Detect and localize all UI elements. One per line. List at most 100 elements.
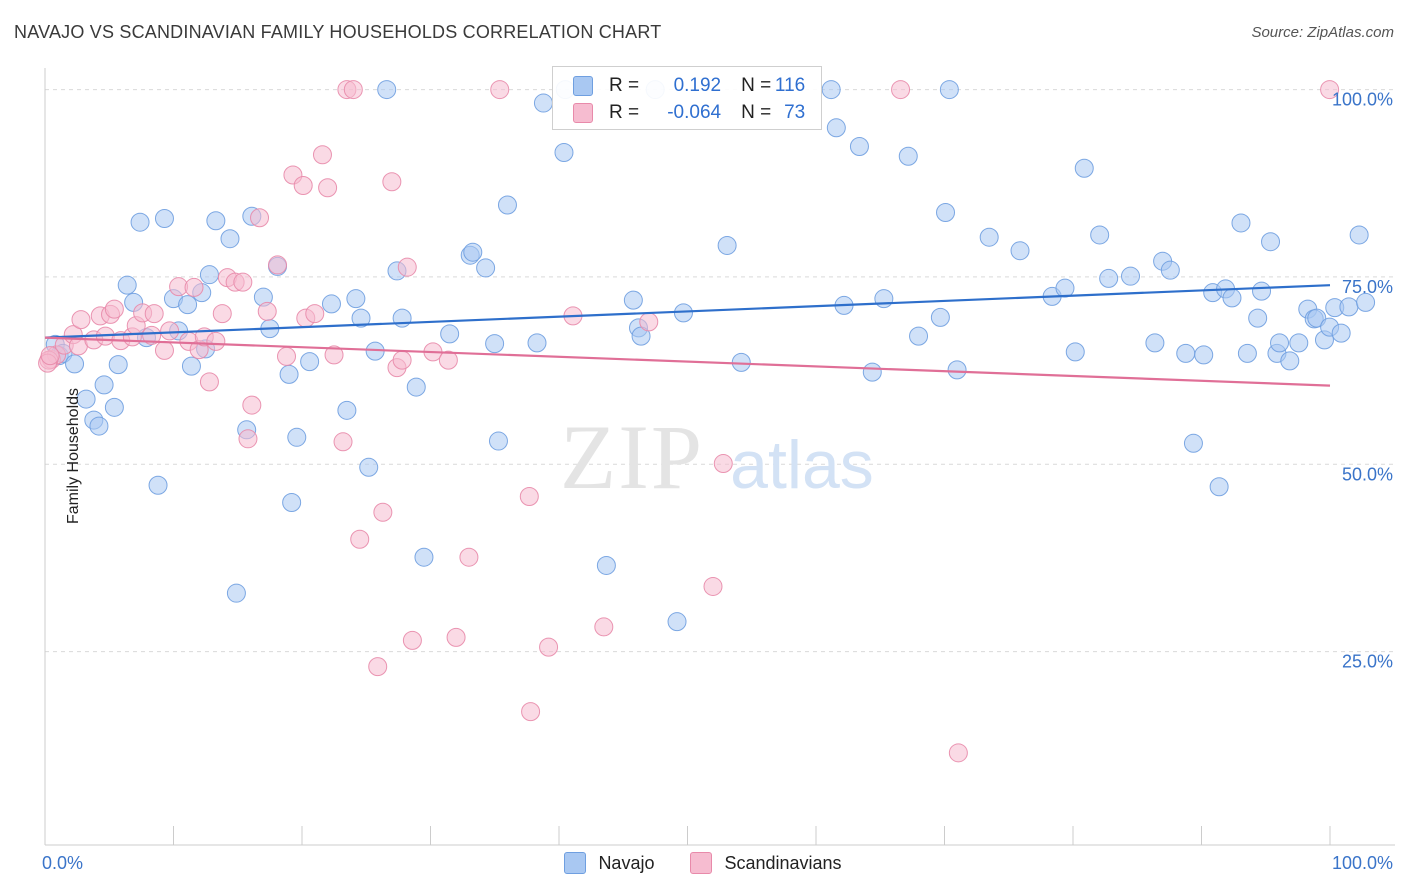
scandinavian-point bbox=[343, 80, 363, 100]
watermark-atlas: atlas bbox=[730, 427, 874, 503]
y-tick-label: 25.0% bbox=[1342, 652, 1393, 672]
navajo-point bbox=[1145, 333, 1165, 353]
scandinavian-point bbox=[521, 702, 541, 722]
scandinavian-point bbox=[268, 255, 288, 275]
navajo-point bbox=[1209, 477, 1229, 497]
trend-lines bbox=[44, 284, 1331, 387]
legend-swatch-scandinavians bbox=[690, 852, 713, 874]
navajo-point bbox=[1074, 158, 1094, 178]
scandinavian-point bbox=[539, 637, 559, 657]
scandinavian-point bbox=[160, 321, 180, 341]
legend-item-navajo[interactable]: Navajo bbox=[564, 852, 654, 874]
axes bbox=[44, 68, 1395, 846]
legend-n-label: N = bbox=[741, 75, 772, 96]
navajo-point bbox=[76, 389, 96, 409]
scandinavian-point bbox=[206, 331, 226, 351]
legend-swatch-navajo bbox=[573, 76, 593, 96]
scandinavian-point bbox=[446, 627, 466, 647]
navajo-point bbox=[485, 334, 505, 354]
navajo-point bbox=[1231, 213, 1251, 233]
navajo-point bbox=[1176, 343, 1196, 363]
navajo-point bbox=[300, 352, 320, 372]
scandinavian-point bbox=[392, 350, 412, 370]
scandinavian-point bbox=[318, 178, 338, 198]
legend-r-label: R = bbox=[609, 75, 640, 96]
navajo-point bbox=[862, 362, 882, 382]
navajo-point bbox=[476, 258, 496, 278]
scandinavian-point bbox=[438, 350, 458, 370]
navajo-point bbox=[1194, 345, 1214, 365]
scandinavian-point bbox=[212, 304, 232, 324]
legend-n-label: N = bbox=[741, 102, 772, 123]
scandinavian-point bbox=[40, 346, 60, 366]
navajo-point bbox=[104, 397, 124, 417]
x-tick-label: 0.0% bbox=[42, 853, 83, 873]
scandinavian-point bbox=[144, 304, 164, 324]
navajo-point bbox=[108, 355, 128, 375]
navajo-point bbox=[199, 265, 219, 285]
legend-n-value: 73 bbox=[784, 102, 806, 123]
navajo-point bbox=[1222, 288, 1242, 308]
legend-n-value: 116 bbox=[774, 75, 806, 96]
scandinavian-point bbox=[142, 325, 162, 345]
scandinavian-point bbox=[242, 395, 262, 415]
navajo-point bbox=[1280, 351, 1300, 371]
scandinavian-point bbox=[250, 208, 270, 228]
navajo-point bbox=[321, 294, 341, 314]
tick-labels: 25.0% 50.0% 75.0% 100.0% 0.0% 100.0% bbox=[42, 90, 1393, 873]
navajo-point bbox=[377, 80, 397, 100]
scandinavian-point bbox=[154, 340, 174, 360]
navajo-point bbox=[1261, 232, 1281, 252]
legend-row-navajo: R = 0.192 N = 116 bbox=[573, 75, 805, 97]
y-axis-label: Family Households bbox=[65, 387, 83, 525]
scandinavian-point bbox=[305, 304, 325, 324]
scandinavian-point bbox=[373, 502, 393, 522]
legend-r-value: -0.064 bbox=[667, 102, 722, 123]
scandinavian-point bbox=[397, 257, 417, 277]
navajo-point bbox=[1252, 281, 1272, 301]
navajo-point bbox=[414, 547, 434, 567]
scandinavian-point bbox=[293, 175, 313, 195]
navajo-point bbox=[596, 555, 616, 575]
scandinavian-point bbox=[891, 80, 911, 100]
scandinavian-point bbox=[184, 277, 204, 297]
legend-r-value: 0.192 bbox=[673, 75, 722, 96]
navajo-point bbox=[130, 212, 150, 232]
navajo-point bbox=[874, 289, 894, 309]
navajo-point bbox=[89, 416, 109, 436]
scandinavian-point bbox=[703, 576, 723, 596]
navajo-point bbox=[497, 195, 517, 215]
navajo-points bbox=[45, 80, 1376, 632]
navajo-point bbox=[178, 295, 198, 315]
navajo-point bbox=[226, 583, 246, 603]
navajo-point bbox=[1289, 333, 1309, 353]
source-label: Source: ZipAtlas.com bbox=[1251, 24, 1394, 41]
navajo-point bbox=[1270, 333, 1290, 353]
navajo-point bbox=[488, 431, 508, 451]
y-tick-label: 100.0% bbox=[1332, 90, 1393, 110]
navajo-point bbox=[939, 80, 959, 100]
scandinavian-point bbox=[257, 301, 277, 321]
navajo-point bbox=[1183, 433, 1203, 453]
scandinavian-point bbox=[368, 657, 388, 677]
navajo-point bbox=[1339, 297, 1359, 317]
navajo-point bbox=[1160, 260, 1180, 280]
navajo-point bbox=[359, 457, 379, 477]
legend-label-scandinavians: Scandinavians bbox=[724, 852, 842, 873]
legend-item-scandinavians[interactable]: Scandinavians bbox=[690, 852, 842, 874]
y-tick-label: 75.0% bbox=[1342, 277, 1393, 297]
navajo-point bbox=[1356, 292, 1376, 312]
legend-label-navajo: Navajo bbox=[598, 852, 655, 873]
scandinavian-point bbox=[519, 487, 539, 507]
scandinavian-trend-line bbox=[44, 336, 1331, 387]
navajo-point bbox=[440, 324, 460, 344]
navajo-point bbox=[94, 375, 114, 395]
grid-lines bbox=[45, 89, 1395, 653]
watermark-zip: ZIP bbox=[560, 406, 704, 508]
navajo-point bbox=[287, 427, 307, 447]
navajo-point bbox=[1120, 266, 1140, 286]
legend-swatch-navajo bbox=[564, 852, 587, 874]
y-tick-label: 50.0% bbox=[1342, 464, 1393, 484]
navajo-point bbox=[1065, 342, 1085, 362]
navajo-point bbox=[909, 326, 929, 346]
